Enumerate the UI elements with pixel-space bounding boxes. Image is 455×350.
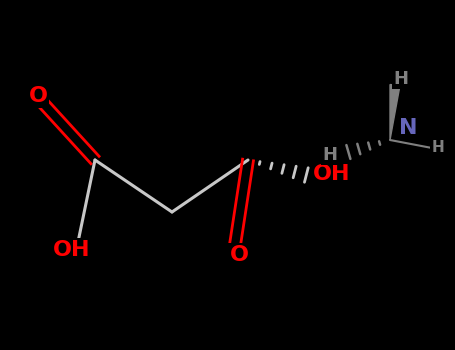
Polygon shape [390,85,400,140]
Text: H: H [394,70,409,88]
Text: H: H [323,146,338,164]
Text: OH: OH [53,240,91,260]
Text: O: O [29,86,47,106]
Text: OH: OH [313,164,351,184]
Text: O: O [229,245,248,265]
Text: H: H [432,140,445,155]
Text: N: N [399,118,417,138]
